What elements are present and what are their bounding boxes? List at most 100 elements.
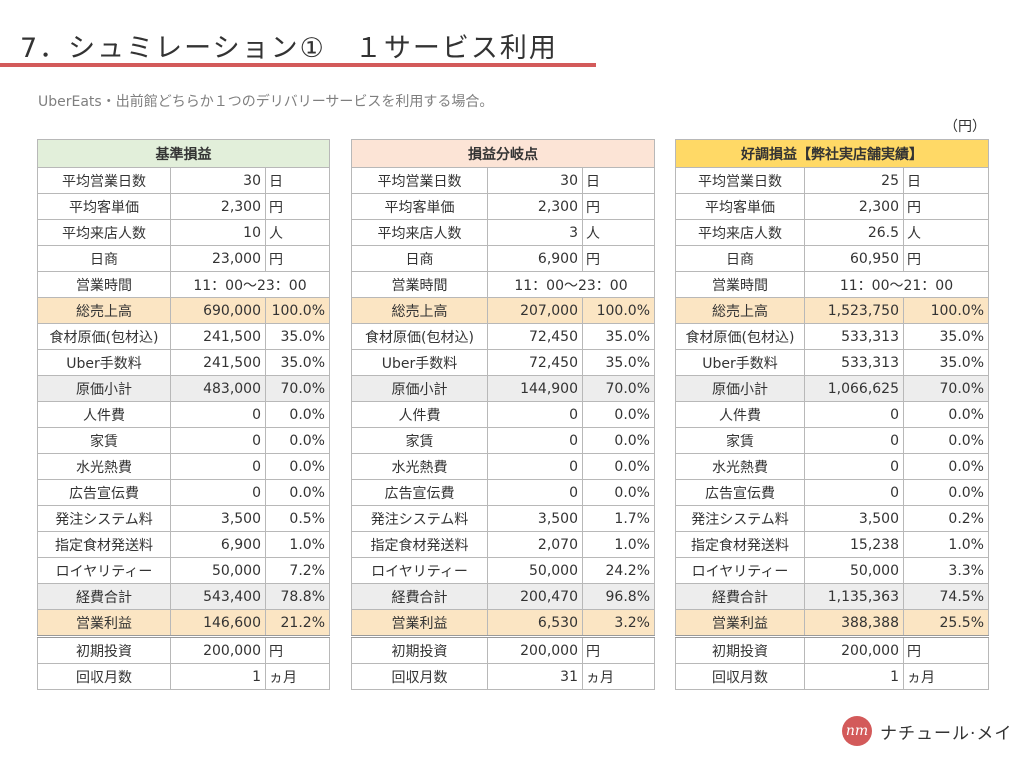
row-amount: 241,500 bbox=[170, 349, 266, 376]
row-label: 日商 bbox=[351, 245, 488, 272]
row-label: 総売上高 bbox=[675, 297, 805, 324]
row-percent: 100.0% bbox=[582, 297, 655, 324]
row-royalty: ロイヤリティー 50,000 24.2% bbox=[351, 557, 655, 584]
row-days: 平均営業日数 30 日 bbox=[351, 167, 655, 194]
row-value: 3 bbox=[487, 219, 583, 246]
row-value: 10 bbox=[170, 219, 266, 246]
pl-table-base: 基準損益 平均営業日数 30 日平均客単価 2,300 円平均来店人数 10 人日商 23,00… bbox=[37, 139, 330, 690]
row-unit: 円 bbox=[265, 636, 330, 664]
row-value: 2,300 bbox=[170, 193, 266, 220]
row-label: 初期投資 bbox=[37, 636, 171, 664]
row-amount: 72,450 bbox=[487, 323, 583, 350]
row-amount: 200,470 bbox=[487, 583, 583, 610]
row-utilities: 水光熱費 0 0.0% bbox=[37, 453, 330, 480]
row-label: 初期投資 bbox=[675, 636, 805, 664]
row-percent: 78.8% bbox=[265, 583, 330, 610]
row-label: 指定食材発送料 bbox=[675, 531, 805, 558]
row-value: 30 bbox=[487, 167, 583, 194]
row-hours: 営業時間 11：00～23：00 bbox=[37, 271, 330, 298]
row-percent: 70.0% bbox=[903, 375, 989, 402]
row-percent: 35.0% bbox=[903, 323, 989, 350]
row-amount: 0 bbox=[804, 401, 904, 428]
row-label: ロイヤリティー bbox=[37, 557, 171, 584]
row-amount: 0 bbox=[487, 401, 583, 428]
row-label: 回収月数 bbox=[351, 663, 488, 690]
row-hours: 営業時間 11：00～23：00 bbox=[351, 271, 655, 298]
row-cost_sub: 原価小計 483,000 70.0% bbox=[37, 375, 330, 402]
row-royalty: ロイヤリティー 50,000 3.3% bbox=[675, 557, 989, 584]
row-amount: 0 bbox=[804, 479, 904, 506]
row-label: 発注システム料 bbox=[351, 505, 488, 532]
row-price: 平均客単価 2,300 円 bbox=[675, 193, 989, 220]
row-ads: 広告宣伝費 0 0.0% bbox=[675, 479, 989, 506]
row-expense_total: 経費合計 1,135,363 74.5% bbox=[675, 583, 989, 610]
row-percent: 0.0% bbox=[265, 453, 330, 480]
row-percent: 1.0% bbox=[903, 531, 989, 558]
row-daily: 日商 60,950 円 bbox=[675, 245, 989, 272]
row-amount: 207,000 bbox=[487, 297, 583, 324]
row-visitors: 平均来店人数 3 人 bbox=[351, 219, 655, 246]
row-percent: 0.0% bbox=[582, 427, 655, 454]
row-label: 平均来店人数 bbox=[351, 219, 488, 246]
row-amount: 0 bbox=[804, 453, 904, 480]
row-uber: Uber手数料 533,313 35.0% bbox=[675, 349, 989, 376]
row-label: 平均営業日数 bbox=[675, 167, 805, 194]
row-label: 平均営業日数 bbox=[37, 167, 171, 194]
row-value: 200,000 bbox=[487, 636, 583, 664]
row-percent: 1.7% bbox=[582, 505, 655, 532]
row-label: 初期投資 bbox=[351, 636, 488, 664]
row-percent: 1.0% bbox=[265, 531, 330, 558]
row-percent: 70.0% bbox=[265, 375, 330, 402]
row-visitors: 平均来店人数 26.5 人 bbox=[675, 219, 989, 246]
row-uber: Uber手数料 241,500 35.0% bbox=[37, 349, 330, 376]
row-amount: 0 bbox=[170, 427, 266, 454]
business-hours-value: 11：00～23：00 bbox=[487, 271, 655, 298]
row-label: 経費合計 bbox=[675, 583, 805, 610]
row-label: 回収月数 bbox=[37, 663, 171, 690]
row-percent: 35.0% bbox=[265, 349, 330, 376]
row-unit: 円 bbox=[903, 636, 989, 664]
row-amount: 543,400 bbox=[170, 583, 266, 610]
row-percent: 0.0% bbox=[903, 401, 989, 428]
row-labor: 人件費 0 0.0% bbox=[675, 401, 989, 428]
row-value: 23,000 bbox=[170, 245, 266, 272]
row-profit: 営業利益 6,530 3.2% bbox=[351, 609, 655, 638]
row-price: 平均客単価 2,300 円 bbox=[37, 193, 330, 220]
row-label: 原価小計 bbox=[37, 375, 171, 402]
row-value: 31 bbox=[487, 663, 583, 690]
row-label: 営業時間 bbox=[37, 271, 171, 298]
row-label: 家賃 bbox=[351, 427, 488, 454]
row-percent: 0.0% bbox=[903, 453, 989, 480]
row-label: 食材原価(包材込) bbox=[37, 323, 171, 350]
row-label: 経費合計 bbox=[351, 583, 488, 610]
row-cost_sub: 原価小計 1,066,625 70.0% bbox=[675, 375, 989, 402]
row-percent: 100.0% bbox=[265, 297, 330, 324]
row-amount: 3,500 bbox=[170, 505, 266, 532]
row-amount: 144,900 bbox=[487, 375, 583, 402]
row-unit: ヵ月 bbox=[903, 663, 989, 690]
row-labor: 人件費 0 0.0% bbox=[37, 401, 330, 428]
row-food: 食材原価(包材込) 533,313 35.0% bbox=[675, 323, 989, 350]
row-unit: 人 bbox=[903, 219, 989, 246]
row-amount: 690,000 bbox=[170, 297, 266, 324]
row-label: 回収月数 bbox=[675, 663, 805, 690]
row-unit: 円 bbox=[903, 193, 989, 220]
row-label: 原価小計 bbox=[675, 375, 805, 402]
row-food: 食材原価(包材込) 241,500 35.0% bbox=[37, 323, 330, 350]
row-label: 総売上高 bbox=[37, 297, 171, 324]
row-value: 200,000 bbox=[170, 636, 266, 664]
row-value: 25 bbox=[804, 167, 904, 194]
row-label: 水光熱費 bbox=[675, 453, 805, 480]
row-unit: ヵ月 bbox=[582, 663, 655, 690]
row-percent: 0.0% bbox=[582, 479, 655, 506]
row-percent: 24.2% bbox=[582, 557, 655, 584]
row-label: 水光熱費 bbox=[37, 453, 171, 480]
row-food: 食材原価(包材込) 72,450 35.0% bbox=[351, 323, 655, 350]
row-amount: 1,135,363 bbox=[804, 583, 904, 610]
row-percent: 100.0% bbox=[903, 297, 989, 324]
row-amount: 6,530 bbox=[487, 609, 583, 638]
row-label: ロイヤリティー bbox=[675, 557, 805, 584]
row-unit: 円 bbox=[582, 636, 655, 664]
row-expense_total: 経費合計 543,400 78.8% bbox=[37, 583, 330, 610]
row-payback: 回収月数 31 ヵ月 bbox=[351, 663, 655, 690]
